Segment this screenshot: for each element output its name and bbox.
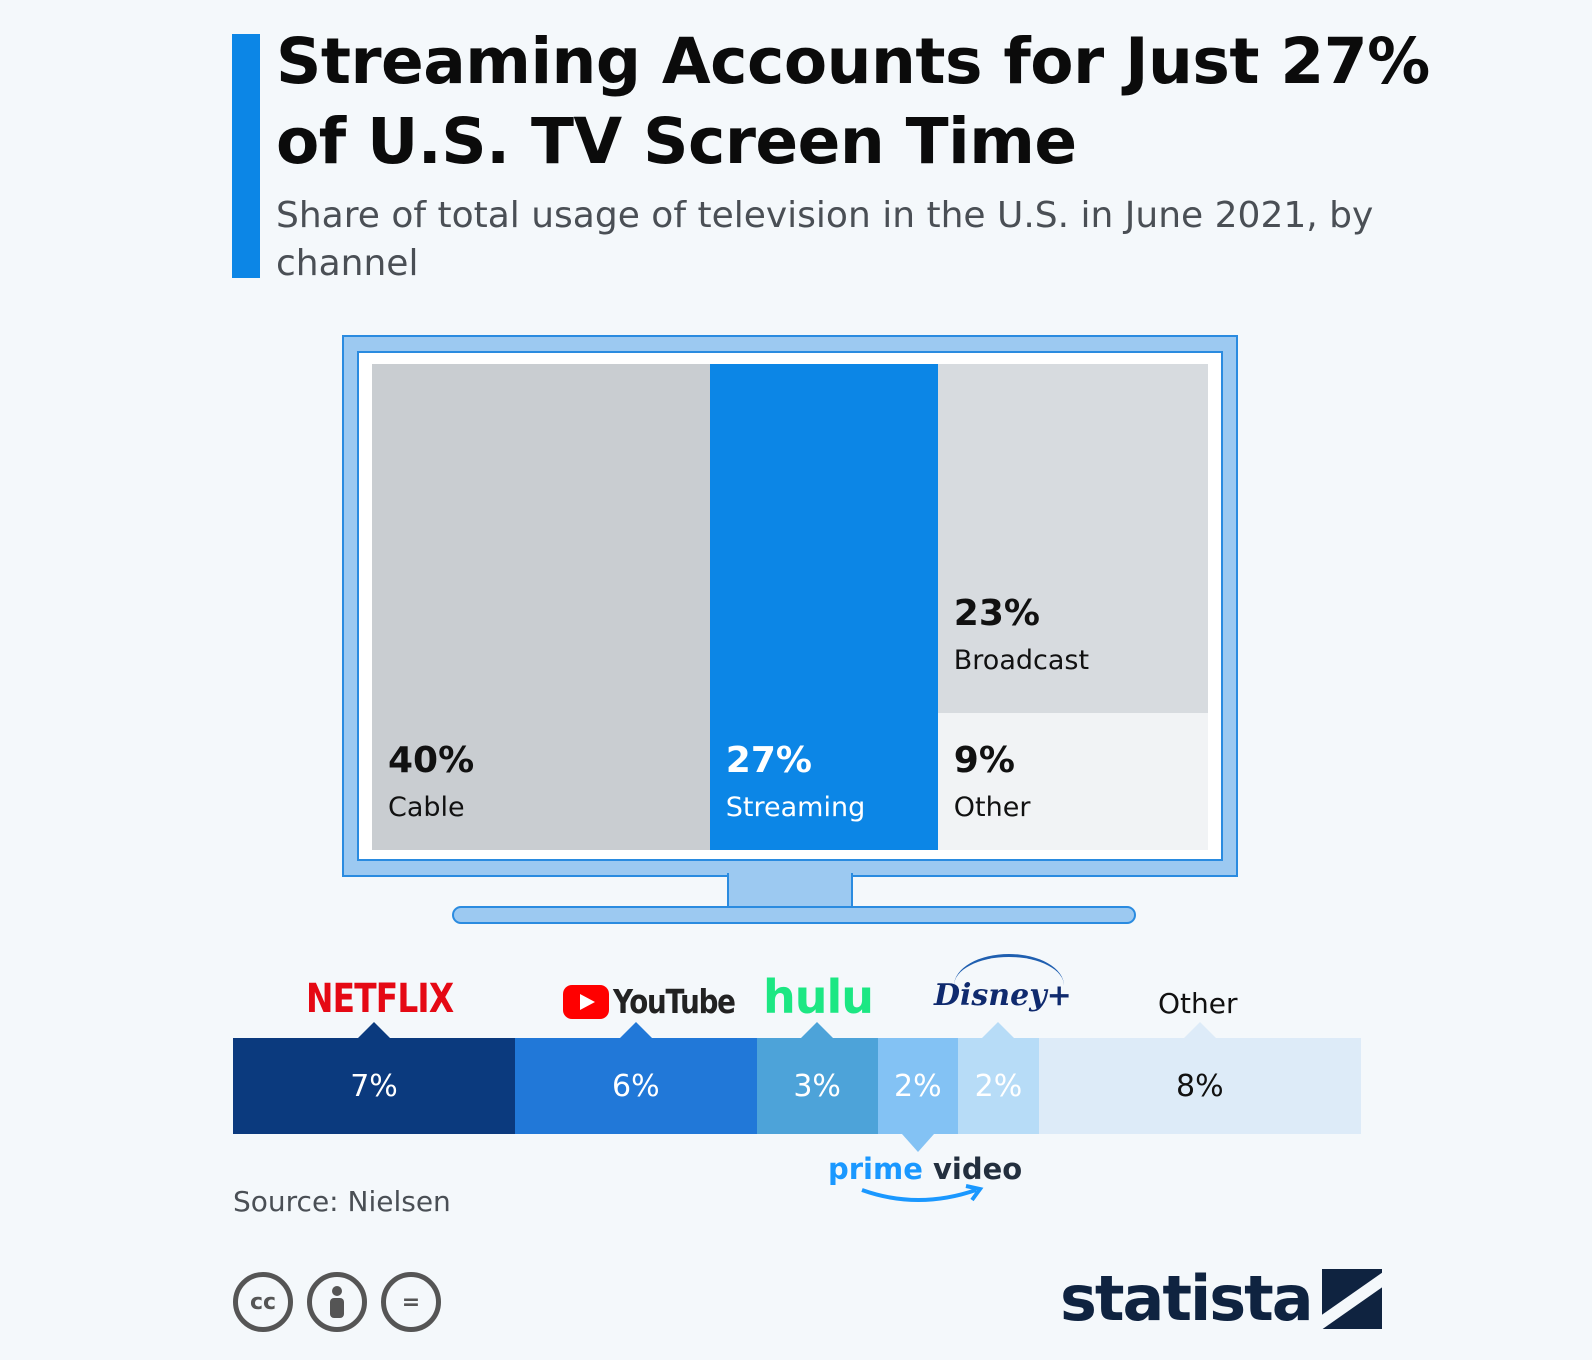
pointer-prime-video: [901, 1134, 934, 1152]
tv-stand-base: [452, 906, 1136, 924]
tile-cable: 40% Cable: [372, 364, 710, 850]
tv-screen-treemap: 40% Cable 27% Streaming 23% Broadcast 9% Other: [372, 364, 1208, 850]
segment-disney-: 2%: [958, 1038, 1039, 1134]
tile-broadcast: 23% Broadcast: [937, 364, 1208, 714]
statista-wordmark: statista: [1060, 1262, 1314, 1335]
disney-wordmark: Disney+: [934, 978, 1072, 1013]
amazon-smile-icon: [861, 1184, 984, 1202]
streaming-services-bar: 7% 6% 3% 2% 2% 8%: [233, 1022, 1361, 1152]
tile-label-streaming: Streaming: [725, 792, 866, 823]
pointer-netflix: [358, 1022, 390, 1038]
prime-wordmark: prime: [828, 1152, 923, 1186]
netflix-logo: NETFLIX: [306, 976, 454, 1022]
tile-label-cable: Cable: [388, 792, 465, 823]
prime-video-logo: prime video: [828, 1152, 1022, 1210]
hulu-logo: hulu: [763, 970, 874, 1024]
source-note: Source: Nielsen: [233, 1185, 451, 1218]
person-icon: [330, 1286, 344, 1318]
other-service-label: Other: [1158, 987, 1238, 1020]
by-icon: [307, 1272, 367, 1332]
segment-netflix: 7%: [233, 1038, 515, 1134]
tile-value-other: 9%: [953, 740, 1015, 781]
pointer-hulu: [801, 1022, 834, 1038]
cc-icon: cc: [233, 1272, 293, 1332]
tile-label-other: Other: [953, 792, 1031, 823]
pointer-other: [1183, 1022, 1216, 1038]
license-icons: cc =: [233, 1272, 441, 1332]
statista-logo: statista: [1060, 1262, 1382, 1335]
page-subtitle: Share of total usage of television in th…: [276, 195, 1374, 284]
youtube-logo: YouTube: [563, 982, 758, 1021]
nd-icon: =: [381, 1272, 441, 1332]
disney-arc-icon: [954, 954, 1064, 1017]
segment-youtube: 6%: [515, 1038, 757, 1134]
title-accent-bar: [232, 34, 260, 278]
video-wordmark: video: [933, 1152, 1023, 1186]
tv-stand-neck: [727, 873, 853, 909]
tile-value-broadcast: 23%: [953, 593, 1040, 635]
tile-label-broadcast: Broadcast: [953, 645, 1090, 677]
youtube-wordmark: YouTube: [613, 982, 736, 1021]
page-title: Streaming Accounts for Just 27% of U.S. …: [276, 25, 1430, 178]
pointer-disney-: [982, 1022, 1015, 1038]
tile-other: 9% Other: [937, 713, 1208, 850]
pointer-youtube: [619, 1022, 652, 1038]
tile-streaming: 27% Streaming: [709, 364, 938, 850]
tile-value-cable: 40%: [388, 740, 475, 781]
segment-other: 8%: [1038, 1038, 1361, 1134]
segment-hulu: 3%: [756, 1038, 878, 1134]
segment-prime-video: 2%: [877, 1038, 959, 1134]
statista-mark-icon: [1321, 1268, 1382, 1329]
disney-plus-logo: Disney+: [934, 954, 1072, 1024]
tile-value-streaming: 27%: [725, 740, 812, 781]
youtube-play-icon: [563, 984, 609, 1019]
